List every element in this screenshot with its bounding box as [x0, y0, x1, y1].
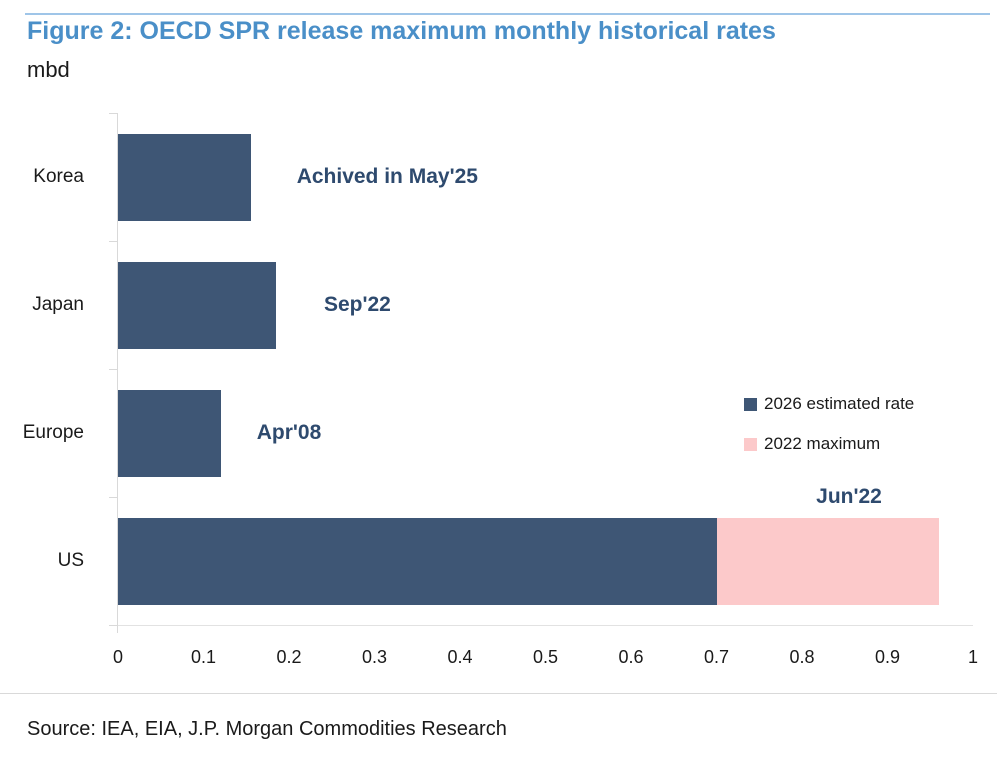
figure-title: Figure 2: OECD SPR release maximum month…	[27, 17, 776, 45]
bar-us-2026-estimated-rate	[118, 517, 717, 605]
y-axis-tick	[109, 496, 117, 498]
x-tick-label-0-5: 0.5	[532, 647, 559, 667]
x-tick-label-0-4: 0.4	[447, 647, 473, 667]
y-axis-tick	[109, 240, 117, 242]
source-text: Source: IEA, EIA, J.P. Morgan Commoditie…	[27, 718, 507, 740]
bar-us-2022-maximum	[716, 517, 939, 605]
category-label-us: US	[57, 550, 84, 571]
bar-chart-plot-area: Korea Japan Europe US Achived in May'25 Sep'2…	[23, 112, 978, 667]
legend-item-2026-estimated-rate: 2026 estimated rate	[744, 391, 914, 417]
category-label-korea: Korea	[33, 166, 84, 187]
x-tick-label-1: 1	[967, 647, 979, 667]
legend-label-2026-estimated-rate: 2026 estimated rate	[764, 394, 915, 413]
legend-swatch-2026-estimated-rate	[744, 397, 757, 411]
legend-item-2022-maximum: 2022 maximum	[744, 431, 914, 457]
x-tick-label-0-7: 0.7	[703, 647, 730, 667]
x-axis-origin-tick	[117, 625, 118, 633]
x-tick-label-0-2: 0.2	[276, 647, 302, 667]
top-divider	[25, 13, 990, 15]
legend-swatch-2022-maximum	[744, 437, 757, 451]
x-tick-label-0-1: 0.1	[190, 647, 217, 667]
y-axis-tick	[109, 624, 117, 626]
bar-japan-2026-estimated-rate	[118, 261, 277, 349]
x-axis-line	[118, 625, 973, 626]
annotation-us: Jun'22	[816, 485, 882, 508]
y-axis-tick	[109, 368, 117, 370]
bar-europe-2026-estimated-rate	[118, 389, 221, 477]
axis-unit-label: mbd	[27, 57, 70, 82]
bar-korea-2026-estimated-rate	[118, 133, 251, 221]
x-tick-label-0-3: 0.3	[361, 647, 388, 667]
source-divider	[0, 693, 997, 694]
x-tick-label-0-8: 0.8	[789, 647, 815, 667]
annotation-japan: Sep'22	[323, 293, 391, 316]
x-tick-label-0-9: 0.9	[874, 647, 901, 667]
y-axis-line	[117, 113, 118, 633]
y-axis-tick	[109, 112, 117, 114]
x-tick-label-0-6: 0.6	[618, 647, 644, 667]
legend-label-2022-maximum: 2022 maximum	[764, 434, 881, 453]
annotation-europe: Apr'08	[256, 421, 322, 444]
annotation-korea: Achived in May'25	[296, 165, 478, 188]
category-label-europe: Europe	[22, 422, 84, 443]
x-tick-label-0: 0	[112, 647, 124, 667]
category-label-japan: Japan	[32, 294, 84, 315]
chart-legend: 2026 estimated rate 2022 maximum	[744, 391, 914, 457]
